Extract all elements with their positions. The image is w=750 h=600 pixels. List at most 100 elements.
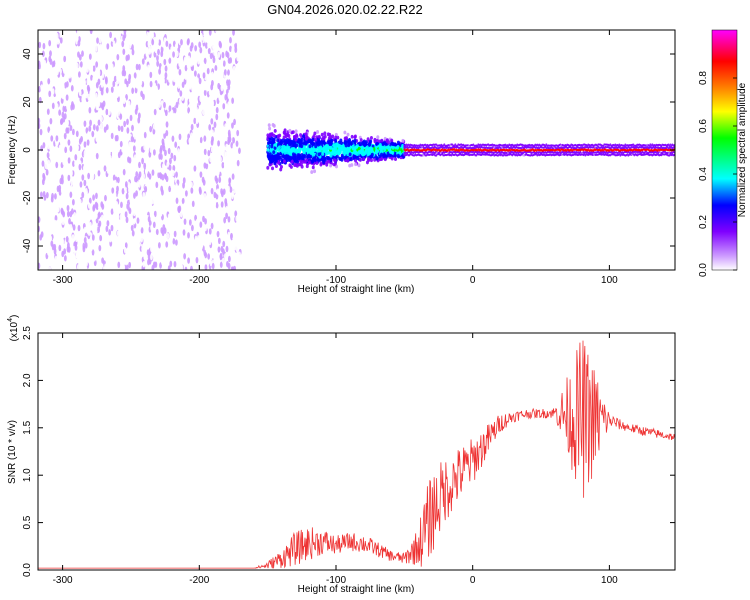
heatmap-cell — [126, 30, 130, 34]
heatmap-cell — [273, 154, 277, 158]
heatmap-cell — [124, 242, 128, 249]
heatmap-cell — [74, 244, 78, 251]
heatmap-cell — [328, 146, 332, 150]
heatmap-cell — [138, 181, 141, 188]
heatmap-cell — [63, 99, 67, 106]
heatmap-cell — [83, 179, 87, 187]
heatmap-cell — [238, 79, 241, 86]
heatmap-cell — [100, 214, 104, 221]
heatmap-cell — [71, 30, 75, 37]
heatmap-cell — [164, 65, 168, 72]
heatmap-cell — [154, 46, 158, 54]
heatmap-cell — [176, 187, 180, 195]
heatmap-cell — [318, 158, 322, 162]
heatmap-cell — [76, 144, 79, 151]
heatmap-cell — [55, 32, 59, 40]
heatmap-cell — [58, 244, 62, 252]
heatmap-cell — [232, 71, 236, 79]
heatmap-cell — [217, 51, 221, 58]
heatmap-cell — [158, 68, 162, 75]
heatmap-cell — [356, 156, 360, 161]
heatmap-cell — [251, 238, 254, 245]
heatmap-cell — [219, 253, 223, 261]
heatmap-cell — [69, 124, 73, 132]
heatmap-cell — [220, 78, 223, 85]
heatmap-cell — [137, 112, 141, 119]
heatmap-cell — [90, 214, 94, 221]
heatmap-cell — [229, 45, 232, 52]
heatmap-cell — [180, 69, 184, 77]
heatmap-cell — [127, 100, 131, 108]
heatmap-cell — [304, 132, 308, 137]
heatmap-cell — [187, 257, 190, 264]
heatmap-cell — [219, 261, 223, 268]
heatmap-cell — [170, 152, 174, 159]
heatmap-cell — [245, 150, 249, 158]
heatmap-cell — [40, 231, 44, 238]
heatmap-cell — [263, 76, 267, 84]
heatmap-cell — [252, 137, 256, 144]
heatmap-cell — [123, 120, 127, 128]
heatmap-cell — [344, 143, 348, 148]
heatmap-cell — [354, 162, 358, 167]
heatmap-cell — [209, 259, 213, 267]
heatmap-cell — [100, 115, 103, 122]
heatmap-cell — [317, 152, 321, 157]
heatmap-cell — [80, 135, 83, 143]
heatmap-cell — [129, 183, 132, 190]
heatmap-cell — [51, 88, 55, 95]
heatmap-cell — [166, 94, 170, 102]
heatmap-cell — [179, 211, 183, 218]
heatmap-cell — [146, 249, 150, 256]
heatmap-cell — [108, 87, 112, 94]
heatmap-cell — [204, 264, 208, 270]
heatmap-cell — [223, 171, 227, 178]
heatmap-cell — [228, 99, 232, 106]
heatmap-cell — [264, 110, 268, 117]
heatmap-cell — [353, 154, 357, 159]
heatmap-cell — [81, 50, 84, 57]
heatmap-cell — [106, 220, 110, 227]
heatmap-cell — [110, 86, 114, 93]
heatmap-cell — [320, 132, 324, 137]
heatmap-cell — [266, 165, 270, 170]
heatmap-cell — [166, 232, 170, 240]
heatmap-cell — [243, 232, 246, 240]
heatmap-cell — [302, 134, 306, 138]
heatmap-cell — [93, 181, 97, 188]
heatmap-cell — [51, 243, 55, 251]
heatmap-cell — [123, 247, 127, 254]
heatmap-cell — [353, 140, 357, 145]
heatmap-cell — [180, 38, 183, 46]
heatmap-cell — [140, 227, 144, 234]
heatmap-cell — [78, 231, 81, 238]
heatmap-cell — [50, 135, 54, 142]
heatmap-cell — [147, 258, 150, 266]
heatmap-cell — [161, 41, 165, 48]
heatmap-cell — [127, 149, 130, 156]
heatmap-cell — [170, 109, 174, 116]
heatmap-cell — [157, 83, 160, 90]
heatmap-cell — [204, 42, 208, 49]
heatmap-cell — [106, 167, 110, 174]
heatmap-cell — [232, 30, 235, 36]
heatmap-cell — [83, 79, 86, 86]
heatmap-cell — [78, 45, 82, 53]
heatmap-cell — [183, 152, 187, 159]
heatmap-cell — [178, 69, 182, 76]
heatmap-cell — [100, 229, 104, 237]
heatmap-cell — [141, 199, 145, 206]
heatmap-cell — [167, 147, 171, 155]
heatmap-cell — [134, 87, 138, 94]
heatmap-cell — [38, 154, 41, 162]
heatmap-cell — [212, 56, 216, 64]
heatmap-cell — [331, 134, 335, 139]
heatmap-cell — [288, 163, 292, 168]
heatmap-cell — [48, 90, 52, 98]
heatmap-cell — [219, 229, 223, 236]
heatmap-cell — [327, 136, 331, 141]
heatmap-cell — [205, 244, 209, 252]
heatmap-cell — [129, 168, 133, 175]
heatmap-cell — [292, 147, 296, 151]
heatmap-cell — [155, 234, 158, 241]
